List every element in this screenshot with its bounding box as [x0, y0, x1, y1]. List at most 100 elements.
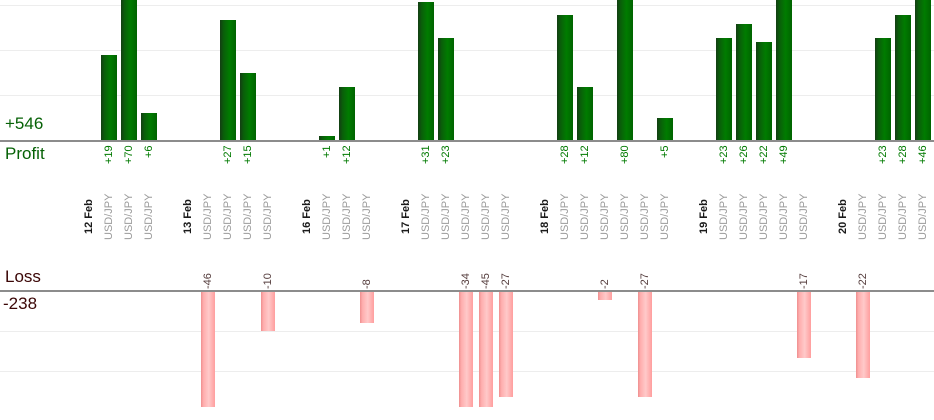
- loss-bar: [479, 292, 493, 407]
- profit-bar: [617, 0, 633, 140]
- symbol-label: USD/JPY: [361, 193, 373, 241]
- symbol-label: USD/JPY: [480, 193, 492, 241]
- profit-bar: [736, 24, 752, 140]
- symbol-label: USD/JPY: [460, 193, 472, 241]
- loss-value-label: -27: [500, 273, 512, 289]
- symbol-label: USD/JPY: [123, 193, 135, 241]
- date-label: 16 Feb: [301, 199, 313, 235]
- loss-bar: [459, 292, 473, 407]
- symbol-label: USD/JPY: [639, 193, 651, 241]
- symbol-label: USD/JPY: [321, 193, 333, 241]
- symbol-label: USD/JPY: [202, 193, 214, 241]
- profit-bar: [756, 42, 772, 140]
- symbol-label: USD/JPY: [599, 193, 611, 241]
- profit-value-label: +15: [242, 145, 254, 164]
- loss-bar: [797, 292, 811, 358]
- profit-value-label: +49: [778, 145, 790, 164]
- symbol-label: USD/JPY: [103, 193, 115, 241]
- date-label: 13 Feb: [182, 199, 194, 235]
- date-label: 20 Feb: [837, 199, 849, 235]
- profit-bar: [101, 55, 117, 140]
- symbol-label: USD/JPY: [758, 193, 770, 241]
- profit-bar: [319, 136, 335, 140]
- profit-value-label: +12: [579, 145, 591, 164]
- profit-value-label: +23: [718, 145, 730, 164]
- loss-value-label: -45: [480, 273, 492, 289]
- loss-bar: [201, 292, 215, 407]
- symbol-label: USD/JPY: [262, 193, 274, 241]
- symbol-label: USD/JPY: [559, 193, 571, 241]
- profit-value-label: +5: [659, 145, 671, 158]
- symbol-label: USD/JPY: [143, 193, 155, 241]
- symbol-label: USD/JPY: [440, 193, 452, 241]
- profit-value-label: +27: [222, 145, 234, 164]
- symbol-label: USD/JPY: [222, 193, 234, 241]
- loss-value-label: -27: [639, 273, 651, 289]
- loss-value-label: -46: [202, 273, 214, 289]
- symbol-label: USD/JPY: [500, 193, 512, 241]
- loss-bar: [856, 292, 870, 378]
- profit-value-label: +31: [420, 145, 432, 164]
- loss-bar: [638, 292, 652, 397]
- profit-value-label: +23: [877, 145, 889, 164]
- date-label: 17 Feb: [400, 199, 412, 235]
- loss-bar: [360, 292, 374, 323]
- profit-bar: [716, 38, 732, 140]
- loss-value-label: -34: [460, 273, 472, 289]
- date-label: 12 Feb: [83, 199, 95, 235]
- symbol-label: USD/JPY: [897, 193, 909, 241]
- profit-value-label: +23: [440, 145, 452, 164]
- symbol-label: USD/JPY: [718, 193, 730, 241]
- symbol-label: USD/JPY: [619, 193, 631, 241]
- profit-value-label: +6: [143, 145, 155, 158]
- loss-value-label: -17: [798, 273, 810, 289]
- profit-axis-title: Profit: [5, 144, 45, 163]
- profit-total-label: +546: [5, 114, 44, 133]
- loss-bar: [261, 292, 275, 331]
- loss-value-label: -8: [361, 279, 373, 289]
- symbol-label: USD/JPY: [420, 193, 432, 241]
- profit-value-label: +28: [897, 145, 909, 164]
- symbol-label: USD/JPY: [242, 193, 254, 241]
- profit-value-label: +19: [103, 145, 115, 164]
- profit-gridline: [0, 5, 934, 6]
- loss-total-label: -238: [3, 294, 38, 313]
- profit-bar: [577, 87, 593, 140]
- loss-axis-title: Loss: [5, 267, 41, 286]
- loss-value-label: -22: [857, 273, 869, 289]
- profit-value-label: +26: [738, 145, 750, 164]
- symbol-label: USD/JPY: [579, 193, 591, 241]
- symbol-label: USD/JPY: [738, 193, 750, 241]
- profit-bar: [418, 2, 434, 140]
- profit-bar: [141, 113, 157, 140]
- date-label: 19 Feb: [698, 199, 710, 235]
- profit-gridline: [0, 95, 934, 96]
- profit-bar: [121, 0, 137, 140]
- profit-value-label: +70: [123, 145, 135, 164]
- symbol-label: USD/JPY: [917, 193, 929, 241]
- profit-value-label: +80: [619, 145, 631, 164]
- symbol-label: USD/JPY: [341, 193, 353, 241]
- profit-axis-line: [0, 140, 934, 142]
- profit-bar: [240, 73, 256, 140]
- profit-bar: [339, 87, 355, 140]
- symbol-label: USD/JPY: [798, 193, 810, 241]
- profit-value-label: +46: [917, 145, 929, 164]
- loss-axis-line: [0, 290, 934, 292]
- loss-bar: [598, 292, 612, 300]
- symbol-label: USD/JPY: [659, 193, 671, 241]
- profit-plot-area: [0, 0, 934, 140]
- profit-value-label: +28: [559, 145, 571, 164]
- loss-bar: [499, 292, 513, 397]
- profit-bar: [557, 15, 573, 140]
- symbol-label: USD/JPY: [778, 193, 790, 241]
- symbol-label: USD/JPY: [857, 193, 869, 241]
- loss-value-label: -2: [599, 279, 611, 289]
- profit-value-label: +22: [758, 145, 770, 164]
- profit-value-label: +1: [321, 145, 333, 158]
- profit-bar: [875, 38, 891, 140]
- loss-plot-area: [0, 292, 934, 407]
- profit-bar: [657, 118, 673, 140]
- date-label: 18 Feb: [539, 199, 551, 235]
